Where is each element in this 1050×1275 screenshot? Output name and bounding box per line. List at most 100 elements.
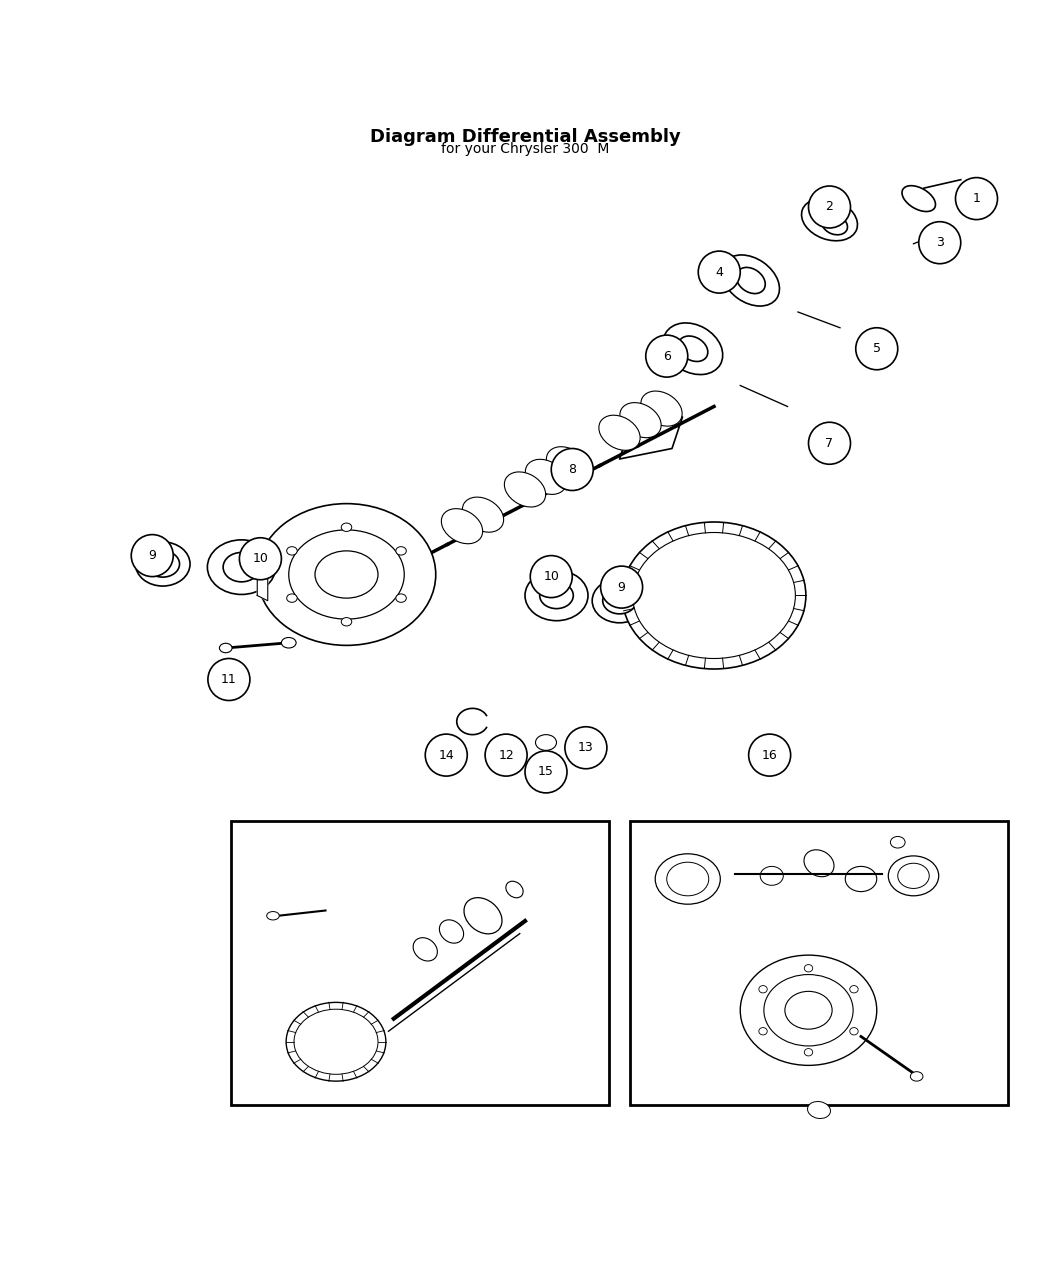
Ellipse shape bbox=[801, 199, 858, 241]
Ellipse shape bbox=[759, 986, 768, 993]
Ellipse shape bbox=[592, 579, 647, 622]
Circle shape bbox=[425, 734, 467, 776]
Ellipse shape bbox=[413, 937, 438, 961]
Ellipse shape bbox=[603, 588, 636, 613]
Text: 10: 10 bbox=[543, 570, 560, 583]
Text: 3: 3 bbox=[936, 236, 944, 249]
Ellipse shape bbox=[294, 1010, 378, 1075]
Ellipse shape bbox=[764, 974, 853, 1046]
Ellipse shape bbox=[640, 391, 682, 426]
Ellipse shape bbox=[281, 638, 296, 648]
Text: 9: 9 bbox=[148, 550, 156, 562]
Ellipse shape bbox=[219, 644, 232, 653]
Text: 10: 10 bbox=[252, 552, 269, 565]
Ellipse shape bbox=[439, 919, 464, 944]
Ellipse shape bbox=[667, 862, 709, 896]
Ellipse shape bbox=[890, 836, 905, 848]
Ellipse shape bbox=[888, 856, 939, 896]
Ellipse shape bbox=[804, 965, 813, 972]
Ellipse shape bbox=[598, 416, 640, 450]
Ellipse shape bbox=[223, 552, 260, 581]
Text: 7: 7 bbox=[825, 437, 834, 450]
Ellipse shape bbox=[622, 521, 806, 669]
Circle shape bbox=[808, 422, 850, 464]
Ellipse shape bbox=[396, 547, 406, 555]
Text: 5: 5 bbox=[873, 342, 881, 356]
Ellipse shape bbox=[785, 992, 832, 1029]
Text: 4: 4 bbox=[715, 265, 723, 279]
Circle shape bbox=[525, 751, 567, 793]
Ellipse shape bbox=[849, 1028, 858, 1035]
Circle shape bbox=[565, 727, 607, 769]
Text: 12: 12 bbox=[498, 748, 513, 761]
Bar bbox=[630, 821, 1008, 1104]
Ellipse shape bbox=[441, 509, 483, 543]
Ellipse shape bbox=[287, 594, 297, 602]
Circle shape bbox=[646, 335, 688, 377]
Text: 9: 9 bbox=[617, 580, 626, 594]
Ellipse shape bbox=[902, 186, 936, 212]
Ellipse shape bbox=[678, 337, 708, 362]
Ellipse shape bbox=[287, 547, 297, 555]
Circle shape bbox=[919, 222, 961, 264]
Ellipse shape bbox=[257, 504, 436, 645]
Ellipse shape bbox=[759, 1028, 768, 1035]
Text: 2: 2 bbox=[825, 200, 834, 213]
Ellipse shape bbox=[396, 594, 406, 602]
Ellipse shape bbox=[620, 403, 662, 437]
Text: 11: 11 bbox=[220, 673, 237, 686]
Ellipse shape bbox=[462, 497, 504, 532]
Ellipse shape bbox=[664, 323, 722, 375]
Ellipse shape bbox=[845, 867, 877, 891]
Ellipse shape bbox=[760, 867, 783, 885]
Ellipse shape bbox=[525, 570, 588, 621]
Ellipse shape bbox=[289, 530, 404, 620]
Circle shape bbox=[808, 186, 850, 228]
Ellipse shape bbox=[740, 955, 877, 1066]
Circle shape bbox=[601, 566, 643, 608]
Ellipse shape bbox=[341, 523, 352, 532]
Ellipse shape bbox=[736, 268, 765, 293]
Text: 14: 14 bbox=[439, 748, 454, 761]
Ellipse shape bbox=[286, 1002, 386, 1081]
Bar bbox=[231, 821, 609, 1104]
Polygon shape bbox=[620, 417, 682, 459]
Ellipse shape bbox=[546, 446, 588, 482]
Circle shape bbox=[131, 534, 173, 576]
Ellipse shape bbox=[506, 881, 523, 898]
Ellipse shape bbox=[822, 215, 847, 235]
Text: 1: 1 bbox=[972, 193, 981, 205]
Ellipse shape bbox=[807, 1102, 831, 1118]
Circle shape bbox=[698, 251, 740, 293]
Ellipse shape bbox=[267, 912, 279, 921]
Text: 6: 6 bbox=[663, 349, 671, 362]
Polygon shape bbox=[257, 548, 268, 601]
Ellipse shape bbox=[341, 617, 352, 626]
Circle shape bbox=[530, 556, 572, 598]
Circle shape bbox=[485, 734, 527, 776]
Text: Diagram Differential Assembly: Diagram Differential Assembly bbox=[370, 129, 680, 147]
Ellipse shape bbox=[315, 551, 378, 598]
Ellipse shape bbox=[525, 459, 567, 495]
Ellipse shape bbox=[655, 854, 720, 904]
Ellipse shape bbox=[208, 539, 275, 594]
Ellipse shape bbox=[910, 1072, 923, 1081]
Circle shape bbox=[208, 658, 250, 700]
Ellipse shape bbox=[804, 850, 834, 877]
Text: 15: 15 bbox=[538, 765, 554, 779]
Text: for your Chrysler 300  M: for your Chrysler 300 M bbox=[441, 142, 609, 156]
Circle shape bbox=[749, 734, 791, 776]
Ellipse shape bbox=[849, 986, 858, 993]
Text: 13: 13 bbox=[579, 741, 594, 755]
Ellipse shape bbox=[146, 551, 180, 578]
Ellipse shape bbox=[898, 863, 929, 889]
Ellipse shape bbox=[504, 472, 546, 507]
Ellipse shape bbox=[632, 533, 796, 658]
Ellipse shape bbox=[135, 542, 190, 586]
Ellipse shape bbox=[540, 583, 573, 608]
Ellipse shape bbox=[804, 1048, 813, 1056]
Ellipse shape bbox=[464, 898, 502, 933]
Circle shape bbox=[239, 538, 281, 580]
Circle shape bbox=[856, 328, 898, 370]
Text: 16: 16 bbox=[761, 748, 777, 761]
